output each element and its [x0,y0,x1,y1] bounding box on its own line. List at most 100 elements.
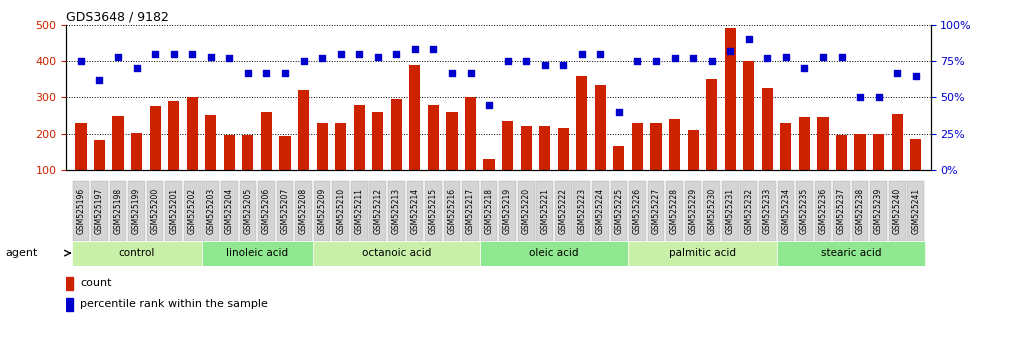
Bar [836,136,847,206]
FancyBboxPatch shape [555,181,572,241]
Point [258,70,275,75]
Bar [205,115,217,206]
Text: GSM525232: GSM525232 [744,188,754,234]
FancyBboxPatch shape [425,181,441,241]
FancyBboxPatch shape [92,181,108,241]
FancyBboxPatch shape [499,181,516,241]
Point [907,73,923,78]
FancyBboxPatch shape [72,181,89,241]
Point [537,63,553,68]
Point [333,51,349,57]
Point [815,54,831,59]
Bar [409,65,420,206]
FancyBboxPatch shape [684,181,702,241]
FancyBboxPatch shape [778,181,794,241]
Bar [75,123,86,206]
Point [295,58,311,64]
Text: count: count [80,278,112,288]
Text: GSM525225: GSM525225 [614,188,623,234]
FancyBboxPatch shape [740,181,757,241]
Bar [201,241,313,266]
Point [222,55,238,61]
Text: GSM525239: GSM525239 [875,188,883,234]
Point [240,70,256,75]
Bar [651,123,662,206]
Bar [298,90,309,206]
FancyBboxPatch shape [443,181,461,241]
Bar [557,128,569,206]
FancyBboxPatch shape [759,181,776,241]
FancyBboxPatch shape [722,181,738,241]
Bar [706,79,717,206]
Point [759,55,775,61]
Point [648,58,664,64]
Text: GSM525208: GSM525208 [299,188,308,234]
Bar [910,139,921,206]
FancyBboxPatch shape [833,181,850,241]
Point [407,47,423,52]
FancyBboxPatch shape [592,181,609,241]
Point [92,77,108,83]
FancyBboxPatch shape [610,181,627,241]
Text: GSM525231: GSM525231 [726,188,734,234]
Text: GSM525202: GSM525202 [188,188,196,234]
Text: GSM525209: GSM525209 [317,188,326,234]
Bar [613,146,624,206]
FancyBboxPatch shape [146,181,164,241]
Text: GSM525234: GSM525234 [781,188,790,234]
Point [852,95,869,100]
Point [796,65,813,71]
Bar [280,136,291,206]
Bar [113,116,124,206]
Text: GSM525211: GSM525211 [355,188,364,234]
Point [73,58,89,64]
Text: GSM525237: GSM525237 [837,188,846,234]
Text: GSM525214: GSM525214 [410,188,419,234]
Bar [187,97,198,206]
FancyBboxPatch shape [351,181,367,241]
Point [481,102,497,107]
Text: GSM525221: GSM525221 [540,188,549,234]
Text: agent: agent [5,248,38,258]
FancyBboxPatch shape [295,181,312,241]
FancyBboxPatch shape [407,181,423,241]
Bar [762,88,773,206]
Bar [780,123,791,206]
Point [630,58,646,64]
Text: GSM525241: GSM525241 [911,188,920,234]
Text: GSM525215: GSM525215 [429,188,438,234]
FancyBboxPatch shape [110,181,126,241]
FancyBboxPatch shape [258,181,275,241]
Text: GSM525218: GSM525218 [484,188,493,234]
Bar [335,123,346,206]
Point [611,109,627,115]
Point [202,54,219,59]
Bar [428,104,439,206]
Point [592,51,608,57]
Text: control: control [118,248,155,258]
Bar [354,104,365,206]
FancyBboxPatch shape [369,181,386,241]
Text: GSM525198: GSM525198 [114,188,122,234]
Text: GSM525217: GSM525217 [466,188,475,234]
Point [518,58,534,64]
Text: GSM525197: GSM525197 [95,188,104,234]
FancyBboxPatch shape [666,181,682,241]
Bar [483,159,494,206]
FancyBboxPatch shape [202,181,219,241]
FancyBboxPatch shape [889,181,905,241]
Text: GSM525238: GSM525238 [855,188,864,234]
Text: GSM525216: GSM525216 [447,188,457,234]
Point [277,70,293,75]
Bar [725,28,735,206]
Text: GSM525201: GSM525201 [169,188,178,234]
Point [740,36,757,42]
Point [184,51,200,57]
Text: stearic acid: stearic acid [821,248,881,258]
Bar [777,241,925,266]
Bar [372,112,383,206]
FancyBboxPatch shape [221,181,238,241]
Bar [261,112,272,206]
FancyBboxPatch shape [277,181,293,241]
Bar [94,140,105,206]
